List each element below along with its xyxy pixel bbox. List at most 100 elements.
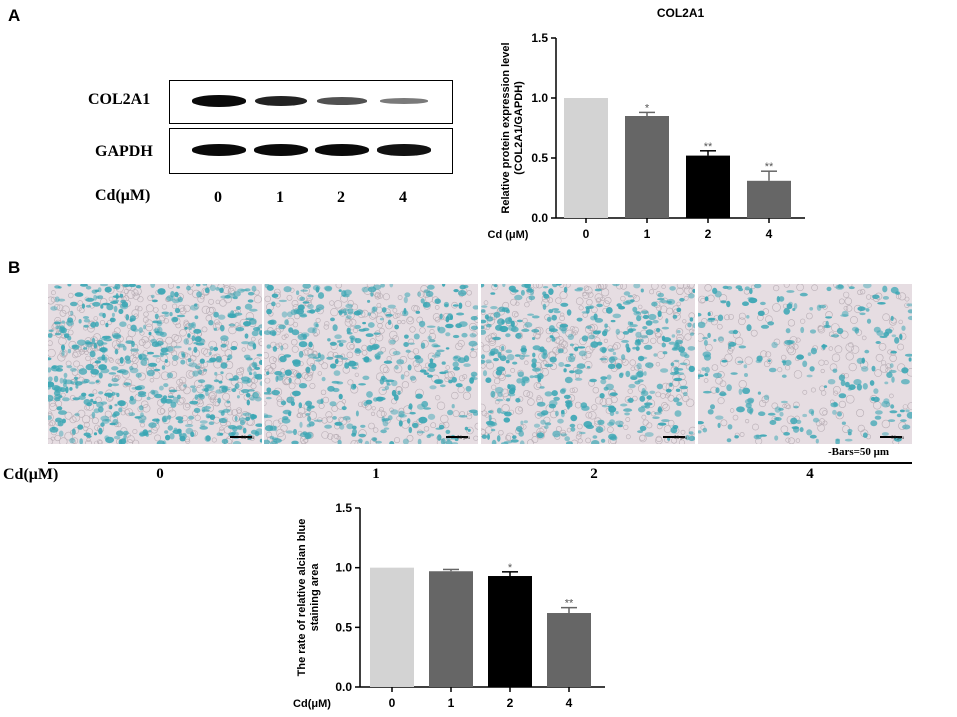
stained-cell: [163, 383, 169, 388]
cell: [272, 419, 281, 428]
stained-cell: [152, 354, 161, 358]
stained-cell: [594, 288, 602, 292]
scale-bar: [446, 436, 468, 438]
stained-cell: [239, 420, 246, 426]
cell: [206, 306, 215, 316]
stained-cell: [542, 291, 547, 296]
cell: [51, 290, 56, 296]
stained-cell: [385, 313, 393, 317]
stained-cell: [191, 387, 197, 393]
stained-cell: [767, 412, 776, 416]
stained-cell: [175, 416, 184, 421]
stained-cell: [445, 316, 450, 323]
cell: [389, 407, 394, 413]
stained-cell: [79, 438, 83, 444]
stained-cell: [154, 331, 160, 334]
x-tick-label: 0: [389, 696, 396, 710]
stained-cell: [302, 333, 308, 340]
stained-cell: [65, 386, 69, 394]
stained-cell: [773, 417, 780, 421]
stained-cell: [380, 429, 387, 434]
cell: [214, 401, 220, 407]
stained-cell: [847, 428, 853, 433]
stained-cell: [520, 420, 524, 425]
stained-cell: [407, 364, 412, 371]
stained-cell: [199, 426, 208, 430]
cell: [898, 332, 907, 341]
stained-cell: [255, 428, 262, 436]
stained-cell: [639, 395, 646, 402]
cell: [782, 403, 787, 408]
stained-cell: [247, 366, 253, 373]
stained-cell: [299, 421, 303, 428]
stained-cell: [481, 309, 486, 313]
cell: [94, 424, 101, 431]
stained-cell: [605, 307, 613, 314]
cell: [632, 294, 637, 299]
stained-cell: [154, 393, 163, 399]
cell: [510, 368, 516, 373]
stained-cell: [639, 425, 647, 431]
stained-cell: [783, 432, 790, 436]
cell: [126, 439, 134, 444]
stained-cell: [853, 379, 862, 386]
stained-cell: [597, 330, 602, 333]
cell: [378, 407, 384, 413]
stained-cell: [55, 325, 62, 330]
stained-cell: [389, 441, 395, 444]
stained-cell: [627, 397, 634, 403]
cell: [179, 329, 187, 337]
stained-cell: [528, 295, 536, 301]
stained-cell: [228, 323, 236, 327]
stained-cell: [885, 328, 893, 334]
cell: [344, 318, 353, 327]
cell: [861, 335, 867, 341]
stained-cell: [769, 420, 777, 425]
stained-cell: [324, 286, 332, 292]
cell: [179, 376, 187, 384]
significance-marker: *: [508, 562, 513, 574]
stained-cell: [657, 408, 663, 412]
blot-band: [192, 95, 246, 107]
stained-cell: [574, 369, 583, 375]
stained-cell: [604, 323, 608, 328]
cell: [889, 393, 894, 399]
x-tick-label: 0: [583, 227, 590, 241]
cell: [201, 347, 209, 355]
stained-cell: [635, 346, 640, 351]
cell: [346, 341, 355, 351]
stained-cell: [117, 343, 125, 348]
cell: [845, 342, 855, 352]
stained-cell: [869, 380, 875, 386]
stained-cell: [139, 405, 144, 411]
stained-cell: [373, 437, 377, 442]
stained-cell: [615, 411, 619, 415]
stained-cell: [518, 430, 524, 437]
cell: [444, 371, 453, 380]
cell: [783, 284, 790, 288]
stained-cell: [194, 365, 201, 369]
cell: [796, 284, 804, 292]
cell: [907, 402, 912, 410]
stained-cell: [655, 327, 661, 333]
stained-cell: [244, 288, 251, 292]
cell: [625, 434, 631, 440]
stained-cell: [563, 394, 571, 399]
stained-cell: [749, 288, 753, 295]
stained-cell: [208, 421, 215, 425]
cell: [208, 298, 214, 305]
stained-cell: [592, 435, 598, 439]
stained-cell: [338, 289, 342, 292]
stained-cell: [702, 427, 708, 433]
stained-cell: [470, 348, 475, 351]
stained-cell: [862, 383, 868, 390]
stained-cell: [198, 369, 203, 375]
stained-cell: [890, 286, 899, 294]
stained-cell: [701, 367, 706, 371]
stained-cell: [128, 412, 136, 417]
stained-cell: [499, 355, 507, 362]
stained-cell: [485, 377, 492, 383]
stained-cell: [177, 419, 184, 424]
stained-cell: [334, 354, 344, 359]
cell: [185, 403, 190, 409]
